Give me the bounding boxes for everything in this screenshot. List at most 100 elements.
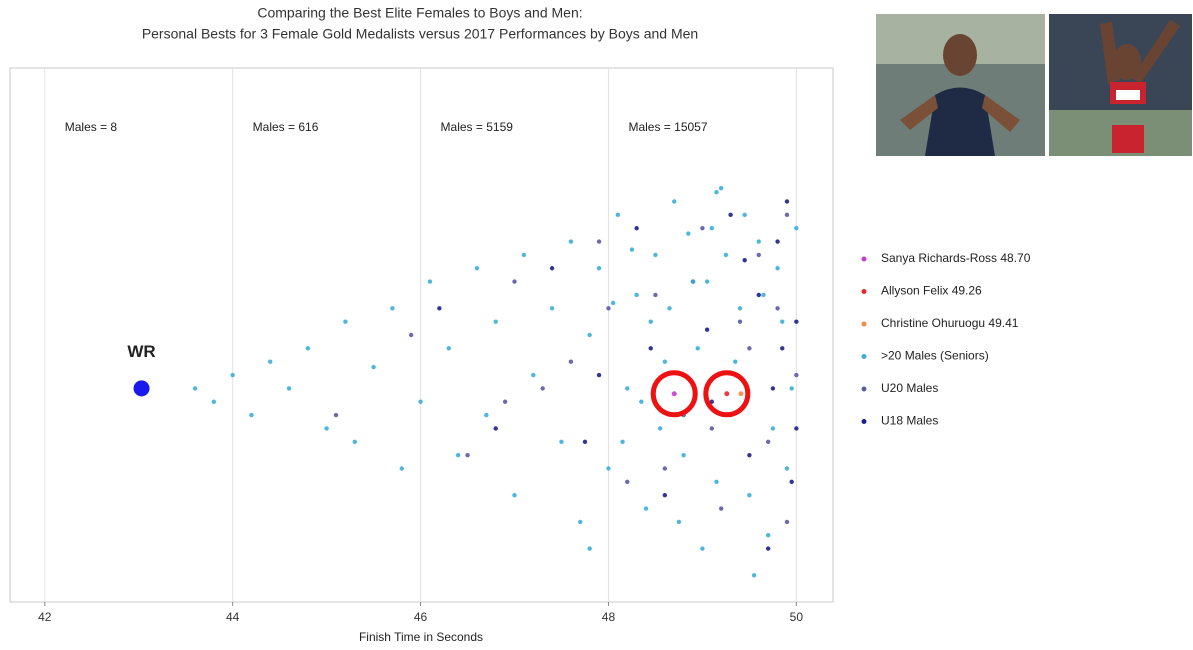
highlight-ring — [703, 370, 751, 418]
legend-label: U18 Males — [881, 414, 938, 428]
point — [493, 319, 498, 324]
point — [724, 391, 730, 397]
point — [502, 399, 508, 404]
point — [704, 279, 710, 284]
point — [690, 279, 696, 284]
point — [671, 391, 677, 397]
point — [704, 327, 710, 332]
point — [634, 226, 639, 231]
legend-label: Sanya Richards-Ross 48.70 — [881, 251, 1031, 265]
points — [192, 185, 799, 578]
point — [789, 386, 794, 391]
point — [775, 266, 780, 271]
x-tick-label: 48 — [602, 610, 616, 624]
point — [784, 466, 790, 471]
point — [643, 506, 649, 511]
point — [784, 519, 790, 525]
point — [606, 466, 611, 471]
point — [780, 319, 785, 324]
point — [784, 212, 790, 218]
point — [578, 519, 583, 525]
x-tick-label: 50 — [790, 610, 804, 624]
point — [794, 426, 799, 431]
point — [399, 466, 404, 471]
point — [230, 372, 235, 378]
point — [629, 247, 635, 252]
point — [610, 300, 616, 306]
plot-frame — [9, 67, 834, 603]
point — [653, 292, 658, 298]
annotation: Males = 15057 — [628, 120, 707, 134]
point — [596, 372, 602, 378]
point — [747, 346, 752, 351]
point — [371, 364, 376, 370]
point — [427, 279, 433, 284]
point — [549, 266, 555, 271]
point — [531, 372, 536, 378]
point — [718, 185, 724, 191]
point — [723, 252, 729, 258]
point — [667, 306, 672, 311]
legend-swatch — [861, 321, 867, 327]
legend-label: U20 Males — [881, 381, 938, 395]
point — [737, 319, 743, 324]
point — [587, 546, 592, 551]
point — [634, 292, 639, 298]
point — [751, 573, 757, 578]
point — [484, 412, 489, 418]
point — [639, 399, 644, 404]
point — [648, 346, 653, 351]
point — [446, 346, 451, 351]
point — [662, 359, 668, 364]
point — [606, 306, 611, 311]
point — [286, 386, 292, 391]
point — [493, 426, 498, 431]
point — [437, 306, 442, 311]
point — [756, 292, 761, 298]
chart-subtitle: Personal Bests for 3 Female Gold Medalis… — [142, 26, 698, 42]
point — [268, 359, 273, 364]
legend-swatch — [861, 354, 867, 359]
point — [333, 412, 339, 418]
point — [418, 399, 423, 404]
point — [648, 319, 653, 324]
point — [775, 239, 780, 244]
point — [700, 546, 705, 551]
legend-swatch — [861, 386, 867, 392]
point — [657, 426, 663, 431]
point — [742, 212, 747, 218]
point — [761, 292, 766, 298]
point — [625, 479, 630, 485]
point — [756, 252, 761, 258]
x-tick-label: 42 — [38, 610, 52, 624]
point — [324, 426, 329, 431]
point — [770, 386, 776, 391]
point — [352, 439, 357, 444]
point — [249, 412, 254, 418]
legend-swatch — [861, 419, 867, 424]
point — [672, 199, 677, 204]
point — [596, 239, 602, 244]
point — [343, 319, 348, 324]
point — [512, 279, 517, 284]
legend-swatch — [861, 289, 867, 294]
x-axis-label: Finish Time in Seconds — [359, 630, 483, 644]
point — [794, 372, 799, 378]
point — [780, 346, 785, 351]
point — [789, 479, 794, 485]
point — [587, 332, 592, 338]
annotation: Males = 8 — [65, 120, 118, 134]
point — [775, 306, 780, 311]
point — [305, 346, 311, 351]
point — [455, 452, 461, 458]
point — [568, 239, 574, 244]
legend-label: >20 Males (Seniors) — [881, 349, 989, 363]
point — [747, 493, 752, 498]
point — [770, 426, 776, 431]
point — [737, 306, 743, 311]
photo-left — [876, 14, 1045, 156]
point — [676, 519, 682, 525]
point — [192, 386, 198, 391]
point — [521, 252, 527, 258]
point — [653, 252, 658, 258]
